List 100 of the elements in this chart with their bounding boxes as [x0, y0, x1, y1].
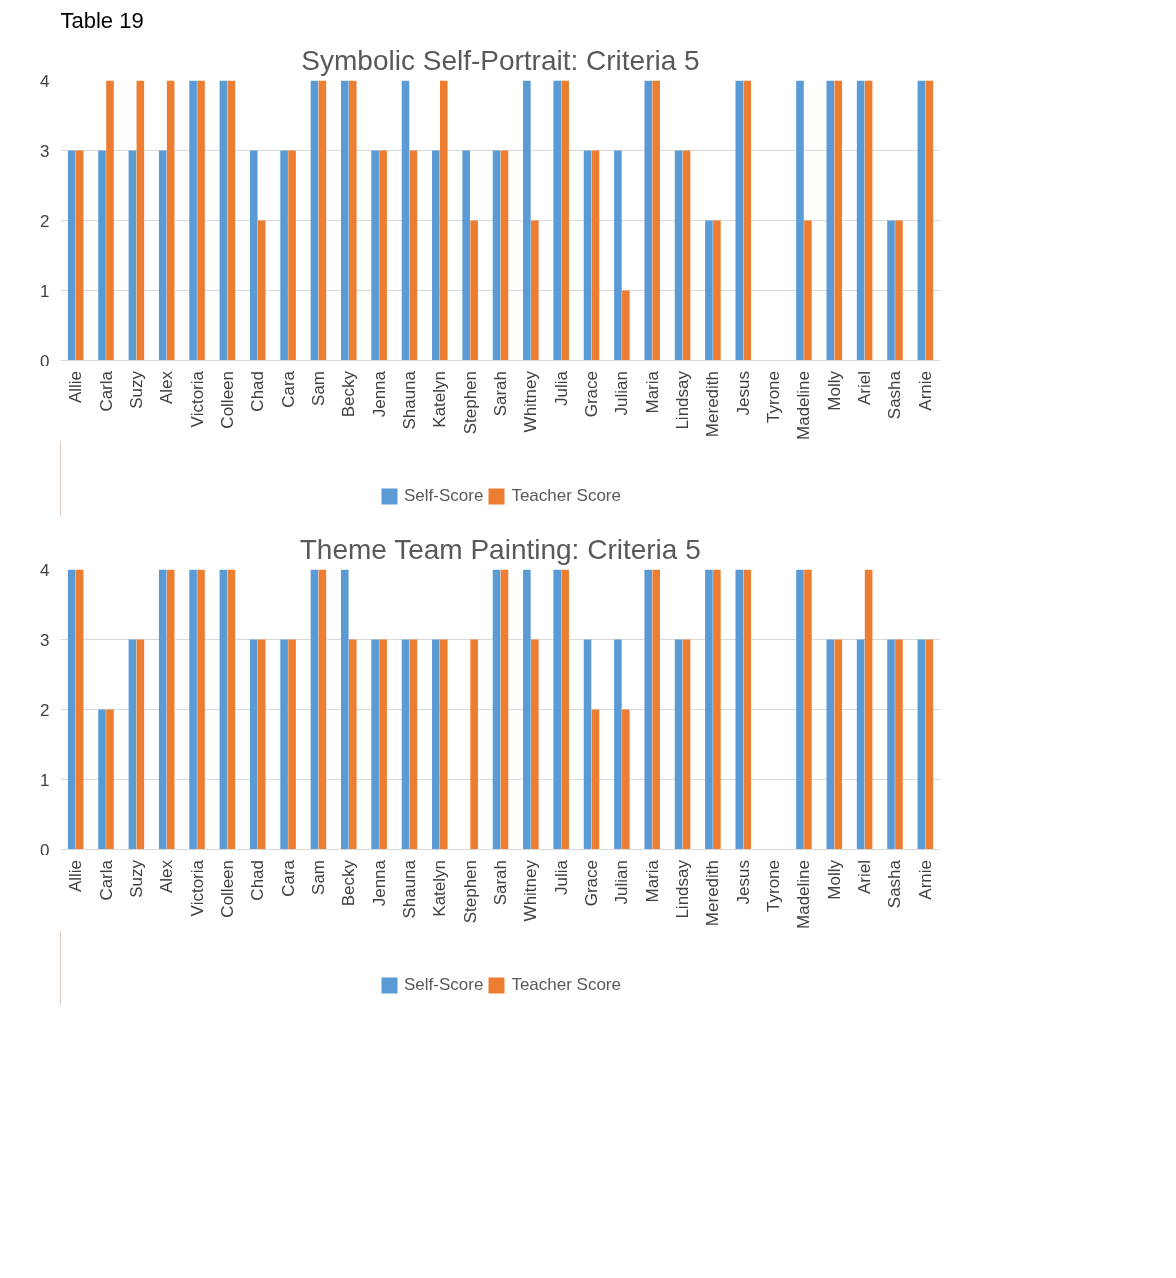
- x-tick-label: Meredith: [703, 371, 723, 438]
- y-tick-label: 2: [40, 211, 50, 231]
- x-tick-label: Julia: [551, 370, 571, 406]
- x-tick-label: Whitney: [521, 859, 541, 922]
- bar: [553, 569, 561, 850]
- x-tick-label: Becky: [339, 859, 359, 907]
- bar: [128, 150, 137, 361]
- x-tick-label: Carla: [96, 859, 116, 901]
- bar: [925, 80, 934, 361]
- bar: [379, 639, 387, 850]
- x-tick-label: Alex: [157, 859, 177, 894]
- x-tick-label: Ariel: [855, 859, 875, 895]
- bar: [614, 150, 622, 361]
- x-tick-label: Stephen: [460, 370, 480, 435]
- bar: [531, 220, 539, 361]
- bar: [75, 569, 84, 850]
- bar: [106, 709, 114, 850]
- y-tick-label: 1: [40, 770, 50, 790]
- bar: [470, 639, 478, 850]
- x-tick-label: Maria: [642, 859, 662, 903]
- x-tick-label: Julian: [612, 371, 632, 416]
- bar: [644, 80, 653, 361]
- bar: [622, 290, 630, 361]
- bar: [583, 150, 592, 361]
- x-tick-label: Sasha: [885, 859, 905, 909]
- bar: [826, 80, 835, 361]
- bar: [98, 150, 106, 361]
- bar: [128, 639, 137, 850]
- bar: [462, 150, 470, 361]
- bar: [158, 569, 167, 850]
- bar: [492, 150, 501, 361]
- bar: [591, 150, 600, 361]
- y-tick-label: 4: [40, 71, 50, 91]
- x-tick-label: Jenna: [369, 370, 389, 418]
- bar: [341, 569, 349, 850]
- bar: [561, 80, 569, 361]
- bar: [409, 150, 418, 361]
- x-tick-label: Julia: [551, 859, 571, 895]
- bar: [864, 80, 873, 361]
- bar: [288, 639, 296, 850]
- bar: [227, 80, 236, 361]
- x-tick-label: Meredith: [703, 860, 723, 927]
- y-tick-label: 0: [40, 840, 50, 860]
- x-tick-label: Katelyn: [430, 371, 450, 428]
- bar: [705, 220, 713, 361]
- x-tick-label: Molly: [824, 859, 844, 900]
- bar: [735, 80, 744, 361]
- bar: [67, 569, 76, 850]
- bar: [219, 80, 228, 361]
- x-tick-label: Tyrone: [764, 859, 784, 912]
- x-tick-label: Ariel: [855, 370, 875, 406]
- x-tick-label: Sam: [308, 370, 328, 406]
- y-tick-label: 2: [40, 700, 50, 720]
- x-tick-label: Suzy: [126, 859, 146, 898]
- x-tick-label: Allie: [66, 860, 86, 893]
- x-tick-label: Carla: [96, 370, 116, 412]
- bar: [561, 569, 569, 850]
- bar: [106, 80, 114, 361]
- bar: [401, 80, 410, 361]
- x-tick-label: Colleen: [217, 859, 237, 918]
- x-tick-label: Sam: [308, 859, 328, 895]
- bar: [826, 639, 835, 850]
- bar: [682, 150, 691, 361]
- bar: [864, 569, 873, 850]
- x-tick-label: Lindsay: [673, 370, 693, 430]
- x-tick-label: Chad: [248, 860, 268, 901]
- bar: [318, 569, 327, 850]
- bar: [470, 220, 478, 361]
- bar: [249, 150, 258, 361]
- bar: [856, 80, 865, 361]
- x-tick-label: Molly: [824, 370, 844, 411]
- x-tick-label: Whitney: [521, 370, 541, 433]
- bar: [280, 639, 288, 850]
- bar: [652, 569, 660, 850]
- bar: [257, 639, 266, 850]
- x-tick-label: Jesus: [733, 859, 753, 905]
- y-tick-label: 4: [40, 560, 50, 580]
- bar: [644, 569, 653, 850]
- x-tick-label: Colleen: [217, 370, 237, 429]
- bar: [500, 569, 509, 850]
- bar: [796, 80, 804, 361]
- x-tick-label: Chad: [248, 371, 268, 412]
- bar: [249, 639, 258, 850]
- bar: [682, 639, 691, 850]
- bar: [348, 80, 357, 361]
- bar: [348, 639, 357, 850]
- bar: [713, 220, 721, 361]
- bar: [432, 639, 440, 850]
- x-tick-label: Arnie: [915, 371, 935, 411]
- bar: [432, 150, 440, 361]
- bar: [583, 639, 592, 850]
- bar: [166, 569, 175, 850]
- caption: Table 19: [60, 7, 144, 33]
- bar: [834, 639, 843, 850]
- bar: [895, 639, 903, 850]
- bar: [523, 569, 531, 850]
- x-tick-label: Sarah: [491, 370, 510, 417]
- bar: [796, 569, 804, 850]
- bar: [189, 569, 197, 850]
- bar: [735, 569, 744, 850]
